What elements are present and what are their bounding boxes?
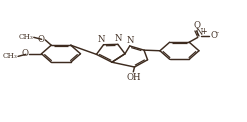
- Text: O: O: [37, 35, 44, 44]
- Text: N: N: [115, 34, 122, 43]
- Text: O: O: [21, 49, 29, 58]
- Text: ⁻: ⁻: [215, 30, 219, 39]
- Text: CH₃: CH₃: [18, 33, 33, 41]
- Text: O: O: [210, 31, 217, 41]
- Text: N: N: [195, 28, 203, 37]
- Text: N: N: [126, 36, 134, 45]
- Text: N: N: [97, 35, 105, 44]
- Text: +: +: [200, 27, 206, 36]
- Text: CH₃: CH₃: [2, 52, 17, 61]
- Text: OH: OH: [126, 73, 141, 82]
- Text: O: O: [193, 21, 200, 30]
